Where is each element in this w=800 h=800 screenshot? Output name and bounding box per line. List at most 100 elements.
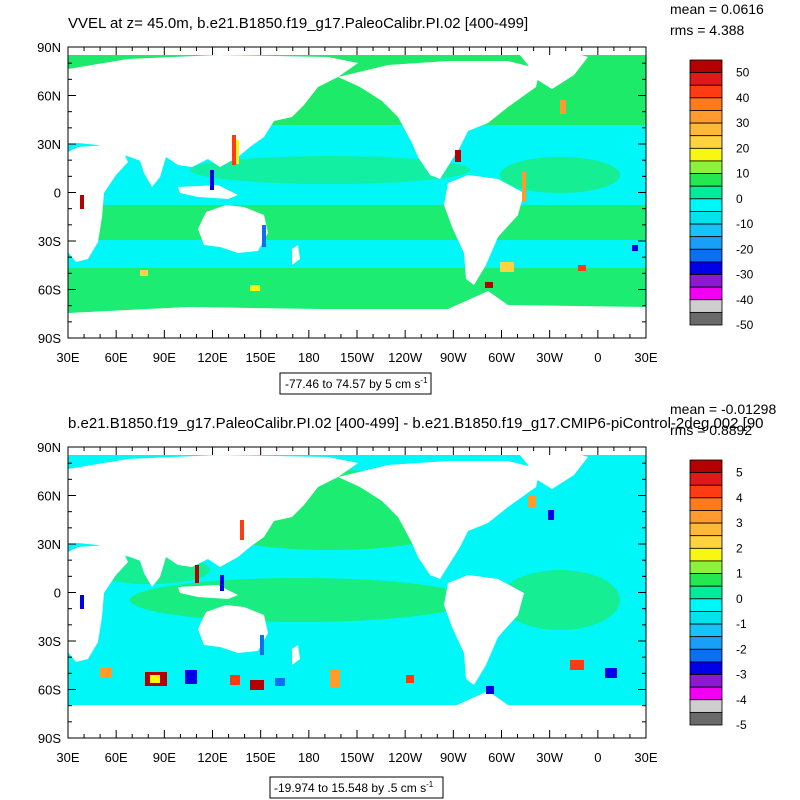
colorbar-swatch bbox=[689, 686, 723, 701]
y-tick-label: 60N bbox=[37, 489, 61, 504]
colorbar-label: 0 bbox=[736, 592, 743, 606]
x-tick-label: 30E bbox=[56, 750, 79, 765]
y-tick-label: 30S bbox=[38, 634, 61, 649]
colorbar-swatch bbox=[689, 97, 723, 111]
x-tick-label: 0 bbox=[594, 750, 601, 765]
panel-title: VVEL at z= 45.0m, b.e21.B1850.f19_g17.Pa… bbox=[68, 15, 528, 32]
y-tick-label: 90N bbox=[37, 440, 61, 455]
colorbar-swatch bbox=[689, 472, 723, 486]
x-tick-label: 90W bbox=[440, 750, 467, 765]
map-field bbox=[68, 47, 646, 338]
y-tick-label: 90N bbox=[37, 40, 61, 55]
colorbar-label: -10 bbox=[736, 217, 754, 231]
colorbar-label: -3 bbox=[736, 668, 747, 682]
colorbar-swatch bbox=[689, 311, 723, 326]
colorbar-label: 50 bbox=[736, 66, 750, 80]
colorbar-swatch bbox=[689, 236, 723, 250]
x-tick-label: 60E bbox=[105, 350, 128, 365]
colorbar: 50 40 30 20 10 0 -10 -20 -30 -40 -50 bbox=[689, 59, 754, 332]
colorbar-label: 10 bbox=[736, 167, 750, 181]
speckles bbox=[80, 100, 638, 291]
colorbar-swatch bbox=[689, 84, 723, 99]
info-text: -19.974 to 15.548 by .5 cm s bbox=[274, 781, 426, 795]
colorbar-label: 20 bbox=[736, 141, 750, 155]
colorbar-swatch bbox=[689, 699, 723, 713]
info-box: -19.974 to 15.548 by .5 cm s-1 bbox=[269, 776, 444, 799]
info-unit-exponent: -1 bbox=[420, 376, 428, 385]
x-tick-label: 30W bbox=[536, 750, 563, 765]
colorbar-swatch bbox=[689, 636, 723, 650]
colorbar-swatch bbox=[689, 459, 723, 474]
y-tick-label: 60S bbox=[38, 683, 61, 698]
x-tick-label: 0 bbox=[594, 350, 601, 365]
colorbar-label: -20 bbox=[736, 242, 754, 256]
info-box: -77.46 to 74.57 by 5 cm s-1 bbox=[279, 372, 432, 395]
colorbar-swatch bbox=[689, 198, 723, 212]
colorbar-label: 0 bbox=[736, 192, 743, 206]
x-tick-label: 120W bbox=[388, 750, 423, 765]
colorbar-label: -5 bbox=[736, 718, 747, 732]
x-tick-label: 150W bbox=[340, 350, 375, 365]
colorbar-label: -1 bbox=[736, 617, 747, 631]
colorbar-swatch bbox=[689, 211, 723, 225]
y-tick-label: 0 bbox=[54, 186, 61, 201]
colorbar-swatch bbox=[689, 510, 723, 524]
info-text: -77.46 to 74.57 by 5 cm s bbox=[285, 377, 420, 391]
colorbar-label: 4 bbox=[736, 491, 743, 505]
colorbar-label: 2 bbox=[736, 541, 743, 555]
x-tick-label: 30E bbox=[56, 350, 79, 365]
x-tick-label: 60W bbox=[488, 350, 515, 365]
colorbar-swatch bbox=[689, 623, 723, 638]
y-tick-label: 60N bbox=[37, 89, 61, 104]
y-tick-label: 30S bbox=[38, 234, 61, 249]
colorbar-swatch bbox=[689, 497, 723, 511]
colorbar: 5 4 3 2 1 0 -1 -2 -3 -4 -5 bbox=[689, 459, 747, 732]
colorbar-label: 30 bbox=[736, 116, 750, 130]
colorbar-swatch bbox=[689, 223, 723, 238]
stat-mean: mean = -0.01298 bbox=[670, 401, 776, 417]
colorbar-swatch bbox=[689, 611, 723, 625]
colorbar-label: -4 bbox=[736, 693, 747, 707]
x-tick-label: 30W bbox=[536, 350, 563, 365]
colorbar-label: -30 bbox=[736, 268, 754, 282]
x-tick-label: 30E bbox=[634, 750, 657, 765]
x-tick-label: 150W bbox=[340, 750, 375, 765]
x-tick-label: 180 bbox=[298, 750, 320, 765]
colorbar-swatch bbox=[689, 573, 723, 587]
colorbar-swatch bbox=[689, 648, 723, 663]
map-field bbox=[68, 447, 646, 738]
colorbar-label: 1 bbox=[736, 567, 743, 581]
y-tick-label: 30N bbox=[37, 537, 61, 552]
y-tick-label: 30N bbox=[37, 137, 61, 152]
svg-text:-19.974 to 15.548 by .5 cm s-1: -19.974 to 15.548 by .5 cm s-1 bbox=[274, 780, 434, 795]
colorbar-swatch bbox=[689, 122, 723, 137]
colorbar-swatch bbox=[689, 274, 723, 288]
x-tick-label: 90W bbox=[440, 350, 467, 365]
x-tick-label: 60W bbox=[488, 750, 515, 765]
colorbar-label: 40 bbox=[736, 91, 750, 105]
colorbar-swatch bbox=[689, 135, 723, 149]
colorbar-swatch bbox=[689, 261, 723, 275]
speckles bbox=[80, 495, 617, 694]
y-tick-label: 60S bbox=[38, 283, 61, 298]
svg-text:-77.46 to 74.57 by 5 cm s-1: -77.46 to 74.57 by 5 cm s-1 bbox=[285, 376, 428, 391]
info-unit-exponent: -1 bbox=[426, 780, 434, 789]
axis-ticks: 30E 60E 90E 120E 150E 180 150W 120W 90W 60W 30W 0 30… bbox=[37, 440, 658, 765]
colorbar-swatch bbox=[689, 110, 723, 124]
x-tick-label: 150E bbox=[245, 750, 276, 765]
colorbar-swatch bbox=[689, 72, 723, 86]
x-tick-label: 120E bbox=[197, 750, 228, 765]
x-tick-label: 30E bbox=[634, 350, 657, 365]
colorbar-swatch bbox=[689, 585, 723, 600]
x-tick-label: 150E bbox=[245, 350, 276, 365]
colorbar-swatch bbox=[689, 173, 723, 187]
colorbar-swatch bbox=[689, 248, 723, 263]
colorbar-swatch bbox=[689, 484, 723, 499]
colorbar-swatch bbox=[689, 299, 723, 313]
stat-rms: rms = 4.388 bbox=[670, 22, 745, 38]
colorbar-swatch bbox=[689, 535, 723, 549]
colorbar-label: -2 bbox=[736, 642, 747, 656]
axis-ticks: 30E 60E 90E 120E 150E 180 150W 120W 90W 60W 30W 0 30… bbox=[37, 40, 658, 365]
x-tick-label: 60E bbox=[105, 750, 128, 765]
y-tick-label: 0 bbox=[54, 586, 61, 601]
